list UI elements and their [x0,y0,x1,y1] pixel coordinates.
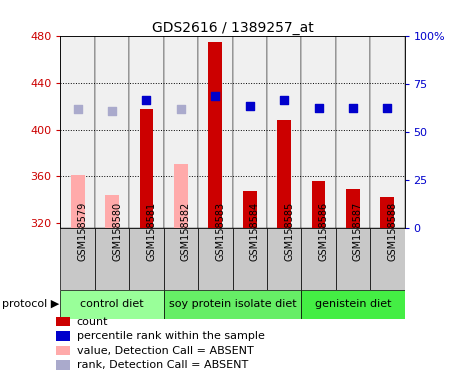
Bar [380,197,394,228]
Bar [105,195,119,228]
Bar [174,164,188,228]
Point [143,97,150,103]
Bar [267,228,301,290]
Text: soy protein isolate diet: soy protein isolate diet [169,299,296,310]
Point [177,106,185,113]
Bar [301,290,405,319]
Bar [232,36,267,228]
Bar [71,175,85,228]
Text: GSM158585: GSM158585 [284,202,294,261]
Bar [301,228,336,290]
Title: GDS2616 / 1389257_at: GDS2616 / 1389257_at [152,22,313,35]
Point [212,93,219,99]
Text: genistein diet: genistein diet [315,299,391,310]
Bar [301,36,336,228]
Text: GSM158588: GSM158588 [387,202,398,261]
Text: value, Detection Call = ABSENT: value, Detection Call = ABSENT [77,346,253,356]
Bar [267,36,301,228]
Bar [370,228,405,290]
Text: GSM158581: GSM158581 [146,202,157,261]
Bar [95,36,129,228]
Bar [129,36,164,228]
Point [384,104,391,111]
Bar [164,290,301,319]
Point [108,108,116,114]
Bar [232,228,267,290]
Text: percentile rank within the sample: percentile rank within the sample [77,331,265,341]
Bar [336,36,370,228]
Text: GSM158587: GSM158587 [353,202,363,261]
Text: GSM158580: GSM158580 [112,202,122,261]
Bar [312,181,326,228]
Text: GSM158582: GSM158582 [181,202,191,261]
Bar [129,228,164,290]
Bar [198,36,232,228]
Bar [370,36,405,228]
Bar [208,42,222,228]
Text: GSM158586: GSM158586 [319,202,329,261]
Point [74,106,81,113]
Bar [277,120,291,228]
Point [280,97,288,103]
Text: protocol ▶: protocol ▶ [2,299,60,310]
Bar [198,228,232,290]
Bar [95,228,129,290]
Point [246,103,253,109]
Point [349,104,357,111]
Text: control diet: control diet [80,299,144,310]
Text: count: count [77,317,108,327]
Bar [60,228,95,290]
Bar [140,109,153,228]
Bar [336,228,370,290]
Bar [346,189,360,228]
Bar [164,36,198,228]
Text: GSM158579: GSM158579 [78,202,88,261]
Text: GSM158584: GSM158584 [250,202,260,261]
Text: rank, Detection Call = ABSENT: rank, Detection Call = ABSENT [77,360,248,370]
Text: GSM158583: GSM158583 [215,202,226,261]
Point [315,104,322,111]
Bar [60,290,164,319]
Bar [243,191,257,228]
Bar [164,228,198,290]
Bar [60,36,95,228]
